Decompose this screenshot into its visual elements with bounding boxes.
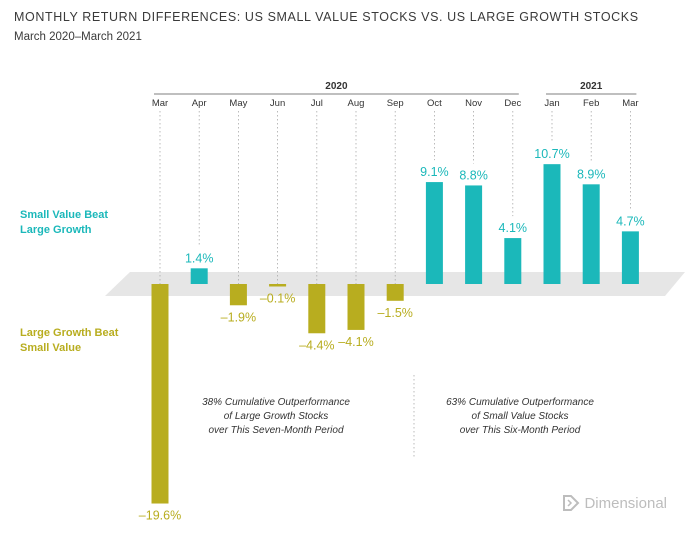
- dimensional-logo: Dimensional: [562, 494, 667, 512]
- chart-title: MONTHLY RETURN DIFFERENCES: US SMALL VAL…: [14, 10, 639, 24]
- bar: [269, 284, 287, 287]
- data-label: 8.9%: [577, 167, 606, 181]
- year-label: 2021: [580, 81, 603, 92]
- negative-side-label-line: Large Growth Beat: [20, 327, 119, 339]
- data-label: 9.1%: [420, 165, 449, 179]
- data-label: –19.6%: [139, 509, 181, 523]
- bar: [151, 284, 169, 504]
- annotation-right: 63% Cumulative Outperformance of Small V…: [420, 396, 620, 438]
- data-label: –0.1%: [260, 292, 295, 306]
- month-label: Mar: [622, 98, 638, 109]
- data-label: 8.8%: [459, 168, 488, 182]
- bar: [582, 184, 600, 284]
- month-label: Apr: [192, 98, 207, 109]
- annotation-line: 38% Cumulative Outperformance: [202, 397, 350, 408]
- month-label: Dec: [504, 98, 521, 109]
- month-label: Jul: [311, 98, 323, 109]
- logo-text: Dimensional: [584, 494, 667, 512]
- bar: [425, 182, 443, 284]
- bar: [504, 238, 522, 284]
- bar: [621, 231, 639, 284]
- annotation-line: over This Seven-Month Period: [208, 425, 344, 436]
- bar: [190, 268, 208, 284]
- month-label: Oct: [427, 98, 442, 109]
- annotation-left: 38% Cumulative Outperformance of Large G…: [176, 396, 376, 438]
- chart-subtitle: March 2020–March 2021: [14, 31, 142, 43]
- year-label: 2020: [325, 81, 348, 92]
- bar: [543, 164, 561, 284]
- data-label: –1.9%: [221, 310, 256, 324]
- data-label: –4.4%: [299, 338, 334, 352]
- month-label: May: [229, 98, 247, 109]
- annotation-line: 63% Cumulative Outperformance: [446, 397, 594, 408]
- annotation-line: of Large Growth Stocks: [223, 411, 329, 422]
- dimensional-logo-icon: [563, 495, 580, 511]
- data-label: 10.7%: [534, 147, 569, 161]
- month-label: Jun: [270, 98, 285, 109]
- month-label: Jan: [544, 98, 559, 109]
- bar: [308, 284, 326, 334]
- month-label: Mar: [152, 98, 168, 109]
- data-label: 1.4%: [185, 251, 214, 265]
- negative-side-label-line: Small Value: [20, 342, 82, 354]
- month-label: Aug: [348, 98, 365, 109]
- month-label: Sep: [387, 98, 404, 109]
- negative-side-label: Large Growth Beat Small Value: [20, 326, 130, 356]
- positive-side-label: Small Value Beat Large Growth: [20, 208, 130, 238]
- data-label: 4.1%: [499, 221, 528, 235]
- bar: [229, 284, 247, 306]
- data-label: –4.1%: [338, 335, 373, 349]
- bar: [465, 185, 483, 284]
- positive-side-label-line: Large Growth: [20, 224, 92, 236]
- annotation-line: of Small Value Stocks: [471, 411, 569, 422]
- month-label: Nov: [465, 98, 482, 109]
- month-label: Feb: [583, 98, 599, 109]
- data-label: 4.7%: [616, 214, 645, 228]
- positive-side-label-line: Small Value Beat: [20, 209, 109, 221]
- bar: [386, 284, 404, 301]
- data-label: –1.5%: [377, 306, 412, 320]
- annotation-line: over This Six-Month Period: [459, 425, 581, 436]
- bar: [347, 284, 365, 330]
